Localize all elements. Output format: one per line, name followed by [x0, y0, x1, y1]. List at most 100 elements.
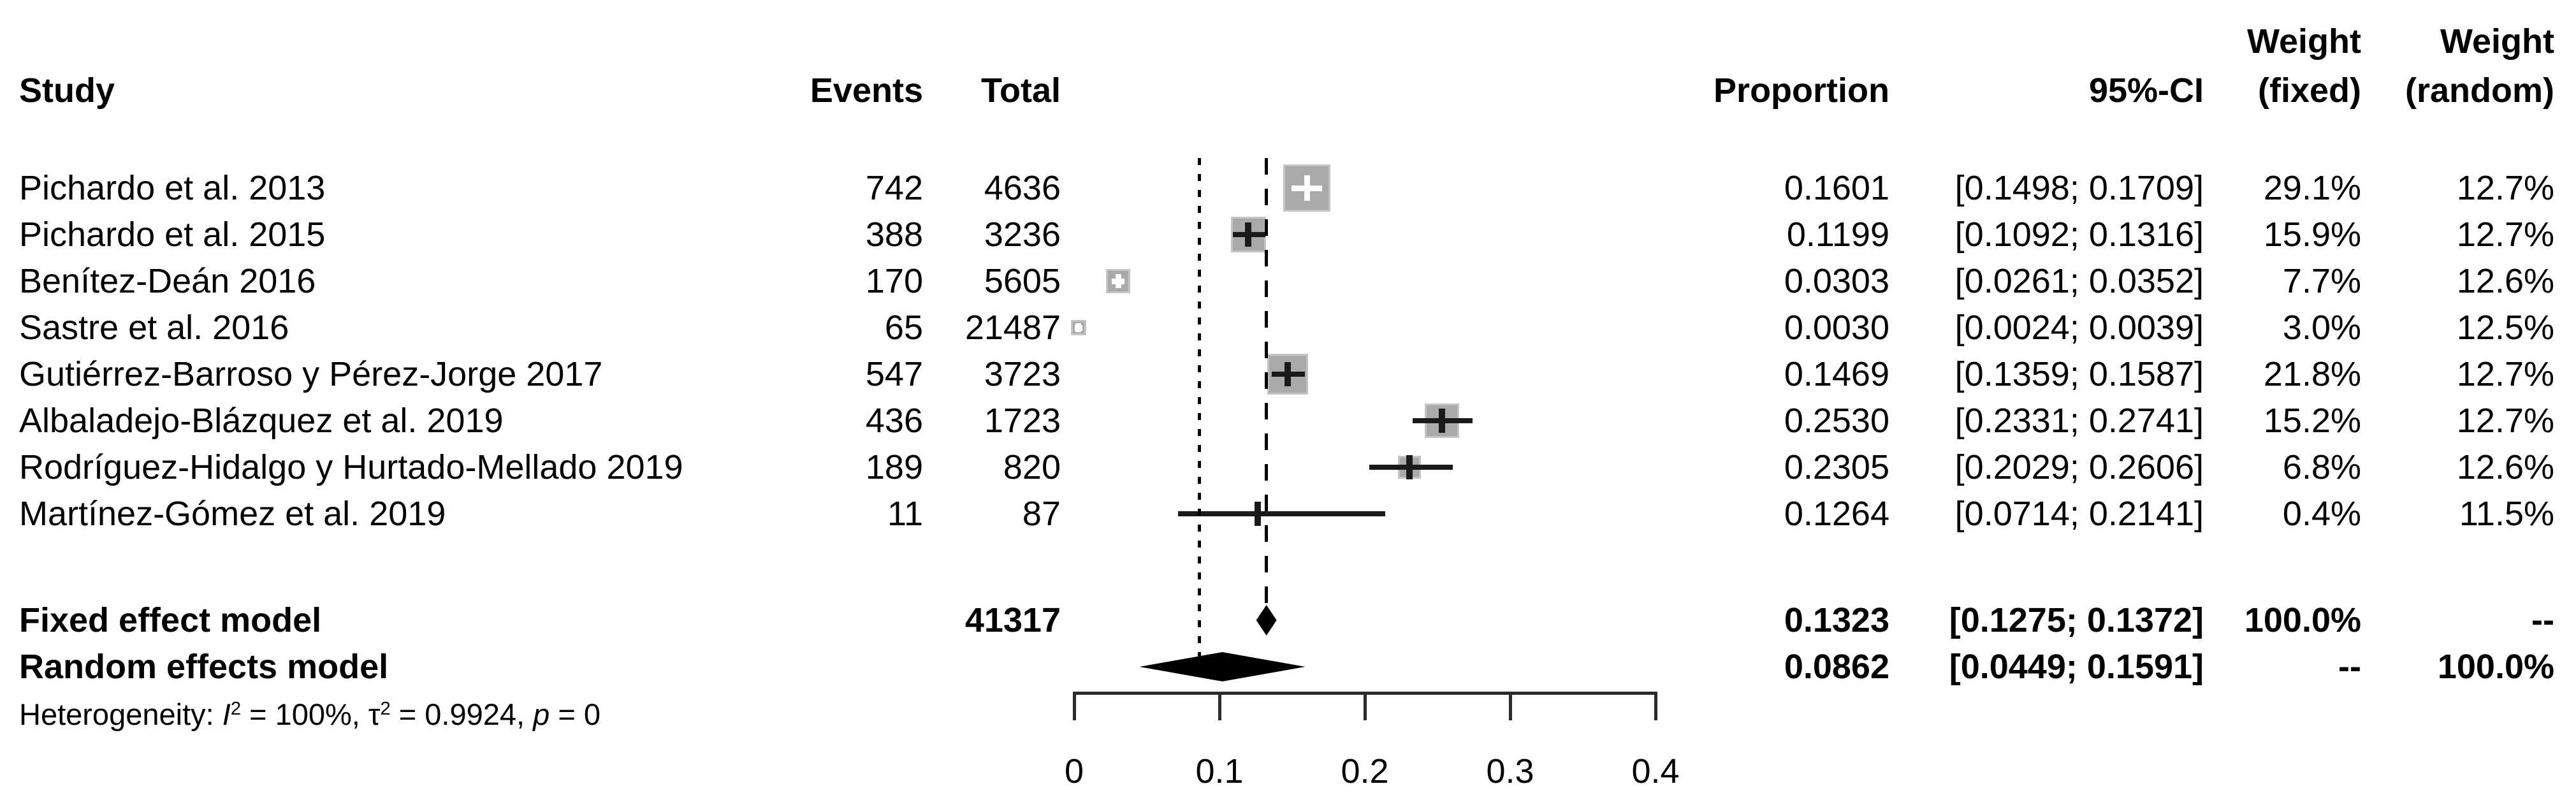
random-effects-weight-random: 100.0% — [2437, 648, 2554, 686]
x-axis-tick — [1072, 692, 1076, 720]
random-effects-ci: [0.0449; 0.1591] — [1949, 648, 2204, 686]
total-value: 820 — [1003, 448, 1061, 486]
x-axis-tick-label: 0.3 — [1486, 752, 1534, 790]
point-estimate-tick — [1438, 409, 1445, 433]
ci-value: [0.2029; 0.2606] — [1954, 448, 2204, 486]
point-estimate-tick — [1255, 502, 1262, 526]
weight-random-value: 11.5% — [2459, 495, 2554, 533]
heterogeneity-segment: 2 — [230, 699, 242, 719]
ci-value: [0.1498; 0.1709] — [1954, 169, 2204, 207]
weight-fixed-value: 6.8% — [2282, 448, 2361, 486]
fixed-effect-label: Fixed effect model — [19, 601, 322, 639]
col-header-study: Study — [19, 71, 115, 110]
x-axis-tick — [1218, 692, 1221, 720]
weight-fixed-value: 29.1% — [2263, 169, 2361, 207]
fixed-effect-diamond — [1256, 605, 1277, 636]
events-value: 170 — [865, 262, 923, 300]
total-value: 5605 — [984, 262, 1061, 300]
heterogeneity-segment: 2 — [380, 699, 391, 719]
ci-value: [0.0261; 0.0352] — [1954, 262, 2204, 300]
heterogeneity-segment: p — [533, 697, 550, 732]
ci-value: [0.0714; 0.2141] — [1954, 495, 2204, 533]
fixed-effect-weight-fixed: 100.0% — [2244, 601, 2361, 639]
proportion-value: 0.2305 — [1784, 448, 1889, 486]
col-header-total: Total — [981, 71, 1061, 110]
weight-fixed-value: 15.9% — [2263, 215, 2361, 254]
x-axis-tick-label: 0.2 — [1341, 752, 1389, 790]
total-value: 3723 — [984, 355, 1061, 393]
col-header-ci: 95%-CI — [2088, 71, 2204, 110]
weight-random-value: 12.5% — [2456, 309, 2554, 347]
proportion-value: 0.0303 — [1784, 262, 1889, 300]
weight-random-value: 12.6% — [2456, 448, 2554, 486]
heterogeneity-segment: = 100%, — [241, 697, 368, 732]
weight-fixed-value: 0.4% — [2282, 495, 2361, 533]
ci-line-overlay — [1177, 511, 1386, 516]
x-axis-tick — [1654, 692, 1657, 720]
col-header-weight-random: (random) — [2405, 71, 2554, 110]
random-effects-proportion: 0.0862 — [1784, 648, 1889, 686]
events-value: 547 — [865, 355, 923, 393]
col-header-weight-random-top: Weight — [2440, 22, 2554, 61]
x-axis-tick-label: 0.4 — [1631, 752, 1680, 790]
weight-random-value: 12.7% — [2456, 169, 2554, 207]
events-value: 388 — [865, 215, 923, 254]
point-estimate-cross-v — [1115, 274, 1121, 288]
proportion-value: 0.1199 — [1786, 215, 1889, 254]
point-estimate-tick — [1406, 455, 1413, 479]
col-header-weight-fixed-top: Weight — [2247, 22, 2361, 61]
ci-value: [0.1092; 0.1316] — [1954, 215, 2204, 254]
ci-value: [0.2331; 0.2741] — [1954, 402, 2204, 440]
total-value: 87 — [1022, 495, 1061, 533]
col-header-events: Events — [810, 71, 923, 110]
heterogeneity-note: Heterogeneity: I2 = 100%, τ2 = 0.9924, p… — [19, 688, 600, 732]
study-name: Albaladejo-Blázquez et al. 2019 — [19, 402, 504, 440]
total-value: 21487 — [964, 309, 1061, 347]
study-name: Rodríguez-Hidalgo y Hurtado-Mellado 2019 — [19, 448, 683, 486]
ci-value: [0.0024; 0.0039] — [1954, 309, 2204, 347]
proportion-value: 0.1469 — [1784, 355, 1889, 393]
fixed-effect-ci: [0.1275; 0.1372] — [1949, 601, 2204, 639]
point-estimate-tick — [1245, 222, 1252, 247]
weight-random-value: 12.7% — [2456, 215, 2554, 254]
weight-fixed-value: 3.0% — [2282, 309, 2361, 347]
heterogeneity-segment: = 0 — [549, 697, 600, 732]
events-value: 742 — [865, 169, 923, 207]
total-value: 1723 — [984, 402, 1061, 440]
weight-random-value: 12.7% — [2456, 355, 2554, 393]
events-value: 65 — [884, 309, 923, 347]
point-estimate-tick — [1284, 362, 1291, 386]
x-axis-tick-label: 0.1 — [1195, 752, 1244, 790]
heterogeneity-segment: τ — [368, 697, 381, 732]
random-effects-diamond — [1139, 652, 1306, 681]
x-axis-tick-label: 0 — [1064, 752, 1084, 790]
fixed-effect-total: 41317 — [964, 601, 1061, 639]
weight-fixed-value: 15.2% — [2263, 402, 2361, 440]
total-value: 4636 — [984, 169, 1061, 207]
dashed-reference-line — [1265, 158, 1269, 605]
dotted-reference-line — [1198, 158, 1202, 659]
study-name: Pichardo et al. 2013 — [19, 169, 326, 207]
random-effects-weight-fixed: -- — [2338, 648, 2361, 686]
events-value: 436 — [865, 402, 923, 440]
weight-random-value: 12.7% — [2456, 402, 2554, 440]
fixed-effect-proportion: 0.1323 — [1784, 601, 1889, 639]
total-value: 3236 — [984, 215, 1061, 254]
random-effects-label: Random effects model — [19, 648, 389, 686]
proportion-value: 0.2530 — [1784, 402, 1889, 440]
fixed-effect-weight-random: -- — [2531, 601, 2554, 639]
study-name: Benítez-Deán 2016 — [19, 262, 316, 300]
heterogeneity-segment: I — [222, 697, 231, 732]
col-header-proportion: Proportion — [1714, 71, 1889, 110]
study-name: Sastre et al. 2016 — [19, 309, 289, 347]
study-name: Gutiérrez-Barroso y Pérez-Jorge 2017 — [19, 355, 603, 393]
proportion-value: 0.0030 — [1784, 309, 1889, 347]
events-value: 189 — [865, 448, 923, 486]
point-estimate-cross-v — [1304, 175, 1310, 201]
col-header-weight-fixed: (fixed) — [2258, 71, 2361, 110]
study-name: Martínez-Gómez et al. 2019 — [19, 495, 446, 533]
ci-value: [0.1359; 0.1587] — [1954, 355, 2204, 393]
point-estimate-cross-v — [1075, 323, 1082, 332]
events-value: 11 — [887, 495, 923, 533]
